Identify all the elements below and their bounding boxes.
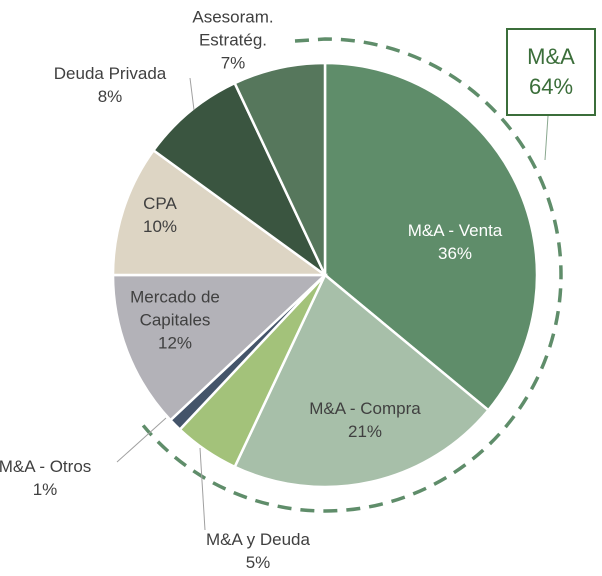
slice-category: Asesoram. Estratég. [192, 7, 274, 50]
slice-category: M&A - Otros [0, 457, 92, 476]
slice-label: Deuda Privada 8% [30, 62, 190, 108]
slice-label: Mercado de Capitales 12% [105, 286, 245, 355]
group-arc [141, 37, 563, 513]
slice-category: M&A - Venta [407, 221, 503, 240]
annotation-box: M&A 64% [506, 28, 596, 116]
slice-label: Asesoram. Estratég. 7% [183, 6, 283, 75]
pie-slice [323, 61, 539, 412]
annotation-label: M&A [527, 44, 575, 69]
slice-value: 10% [142, 217, 178, 236]
slice-category: M&A y Deuda [206, 530, 310, 549]
slice-value: 5% [245, 553, 271, 572]
slice-value: 36% [437, 244, 473, 263]
pie-slice [111, 148, 329, 277]
leader-line [199, 447, 206, 531]
slice-label: CPA 10% [120, 192, 200, 238]
annotation-connector [544, 115, 549, 161]
leader-line [116, 417, 167, 463]
leader-line [189, 77, 195, 111]
pie-slice [151, 81, 327, 277]
slice-label: M&A y Deuda 5% [178, 528, 338, 574]
slice-category: CPA [143, 194, 177, 213]
slice-value: 8% [97, 87, 123, 106]
slice-category: Mercado de Capitales [130, 287, 220, 330]
slice-label: M&A - Compra 21% [290, 397, 440, 443]
slice-value: 12% [157, 333, 193, 353]
slice-label: M&A - Otros 1% [0, 455, 100, 501]
slice-value: 21% [347, 422, 383, 441]
slice-value: 7% [220, 53, 246, 73]
annotation-value: 64% [528, 74, 574, 99]
pie-slice [111, 273, 329, 422]
slice-category: M&A - Compra [309, 399, 421, 418]
slice-value: 1% [32, 480, 58, 499]
slice-category: Deuda Privada [53, 64, 167, 83]
pie-slice [233, 273, 491, 489]
pie-slice [233, 61, 327, 276]
slice-label: M&A - Venta 36% [380, 219, 530, 265]
